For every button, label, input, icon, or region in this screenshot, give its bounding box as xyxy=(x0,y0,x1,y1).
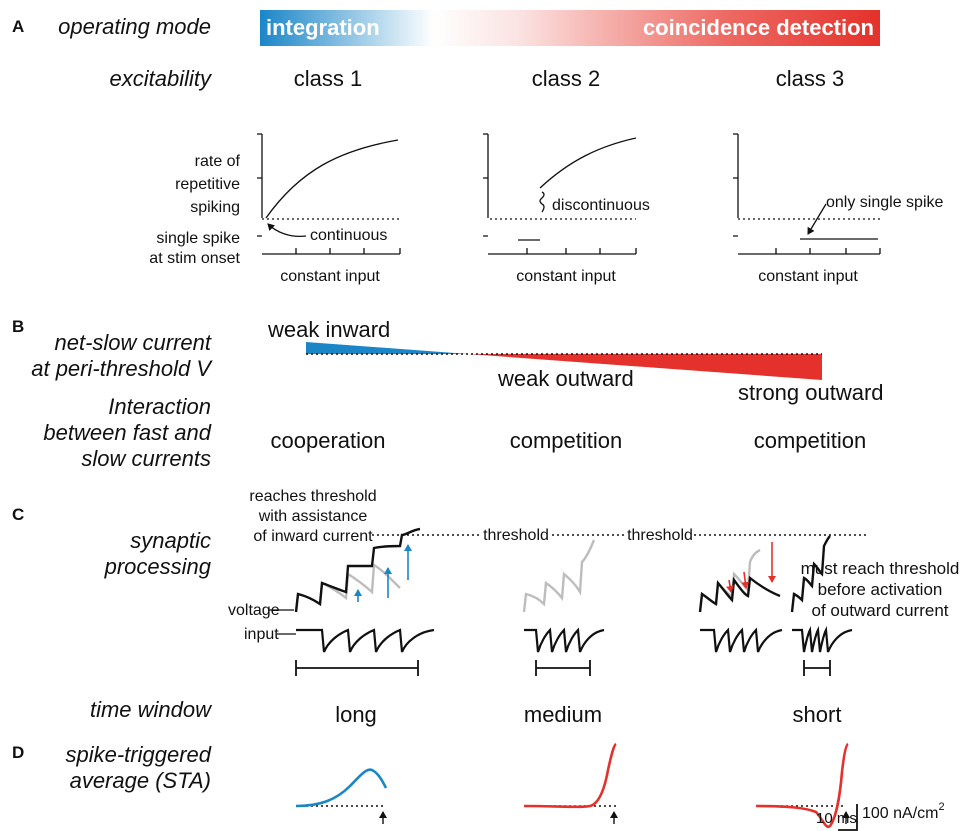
row-label-interaction-3: slow currents xyxy=(81,446,211,471)
class-3-fi-plot xyxy=(733,133,881,255)
panel-label-a: A xyxy=(12,17,24,36)
class-2-header: class 2 xyxy=(532,66,600,91)
class-2-fi-curve xyxy=(539,137,637,189)
input-traces xyxy=(296,626,853,653)
class-2-input-trace xyxy=(524,627,605,653)
must-reach-1: must reach threshold xyxy=(801,559,960,578)
class-3-failing-trace xyxy=(698,575,781,613)
time-window-long: long xyxy=(335,702,377,727)
class-2-fi-plot xyxy=(483,133,637,255)
mode-coincidence-label: coincidence detection xyxy=(643,15,874,40)
sta-scale-bar xyxy=(838,804,858,831)
sta-class-2-trace xyxy=(523,742,617,809)
interaction-class-3: competition xyxy=(754,428,867,453)
time-window-bars xyxy=(295,660,831,676)
class-3-header: class 3 xyxy=(776,66,844,91)
panel-label-c: C xyxy=(12,505,24,524)
class-3-grey-trace xyxy=(698,548,761,613)
row-label-sta-2: average (STA) xyxy=(70,768,211,793)
weak-inward-wedge xyxy=(306,342,468,354)
class-1-x-label: constant input xyxy=(280,268,380,285)
sta-class-1-trace xyxy=(295,768,388,808)
class-3-input-trace-a xyxy=(700,627,783,653)
class-3-y-axis xyxy=(733,133,739,237)
voltage-label: voltage xyxy=(228,602,280,619)
row-label-net-slow-1: net-slow current xyxy=(54,330,211,355)
reaches-threshold-1: reaches threshold xyxy=(249,488,376,505)
row-label-interaction-1: Interaction xyxy=(108,394,211,419)
sta-class-3-trace xyxy=(755,742,849,829)
class-1-voltage-traces xyxy=(294,527,421,613)
weak-inward-label: weak inward xyxy=(267,317,390,342)
mode-integration-label: integration xyxy=(266,15,380,40)
time-window-long-bar xyxy=(295,660,419,676)
time-window-medium: medium xyxy=(524,702,602,727)
y-label-single-2: at stim onset xyxy=(149,250,240,267)
class-1-x-axis xyxy=(262,248,401,255)
annotation-continuous: continuous xyxy=(310,227,387,244)
only-single-arrow xyxy=(807,203,827,235)
scale-x-label: 10 ms xyxy=(816,810,857,827)
time-window-short: short xyxy=(793,702,842,727)
row-label-synaptic-1: synaptic xyxy=(130,528,211,553)
outward-wedge xyxy=(468,354,822,380)
inward-current-arrows xyxy=(354,544,412,602)
class-2-x-label: constant input xyxy=(516,268,616,285)
row-label-net-slow-2: at peri-threshold V xyxy=(31,356,213,381)
y-label-rate-3: spiking xyxy=(190,199,240,216)
interaction-class-2: competition xyxy=(510,428,623,453)
must-reach-3: of outward current xyxy=(811,601,948,620)
class-1-suprathreshold-trace xyxy=(294,527,421,613)
panel-label-d: D xyxy=(12,743,24,762)
input-label: input xyxy=(244,626,279,643)
row-label-interaction-2: between fast and xyxy=(43,420,211,445)
outward-current-arrows xyxy=(726,542,776,593)
class-2-voltage-trace xyxy=(522,539,596,613)
class-1-fi-plot xyxy=(257,133,401,255)
row-label-time-window: time window xyxy=(90,697,213,722)
reaches-threshold-2: with assistance xyxy=(258,508,368,525)
class-3-input-trace-b xyxy=(792,626,853,653)
class-2-x-axis xyxy=(488,248,637,255)
class-1-input-trace xyxy=(296,628,435,653)
annotation-only-single: only single spike xyxy=(826,194,944,211)
spike-time-arrows xyxy=(379,811,850,824)
panel-label-b: B xyxy=(12,317,24,336)
time-window-short-bar xyxy=(803,660,831,676)
class-1-header: class 1 xyxy=(294,66,362,91)
strong-outward-label: strong outward xyxy=(738,380,884,405)
scale-y-label: 100 nA/cm2 xyxy=(862,801,945,822)
row-label-sta-1: spike-triggered xyxy=(65,742,211,767)
y-label-rate-2: repetitive xyxy=(175,176,240,193)
y-label-rate-1: rate of xyxy=(195,153,241,170)
row-label-synaptic-2: processing xyxy=(104,554,212,579)
y-label-single-1: single spike xyxy=(156,230,240,247)
time-window-medium-bar xyxy=(535,660,591,676)
discontinuous-brace xyxy=(539,191,545,213)
threshold-label-2: threshold xyxy=(627,527,693,544)
row-label-excitability: excitability xyxy=(110,66,213,91)
threshold-label-1: threshold xyxy=(483,527,549,544)
operating-mode-gradient-bar xyxy=(260,10,880,46)
class-1-y-axis xyxy=(257,133,263,237)
class-2-y-axis xyxy=(483,133,489,237)
annotation-discontinuous: discontinuous xyxy=(552,197,650,214)
class-3-x-label: constant input xyxy=(758,268,858,285)
continuous-arrow xyxy=(267,223,307,238)
class-3-x-axis xyxy=(738,248,881,255)
class-3-voltage-traces xyxy=(698,535,831,613)
must-reach-2: before activation xyxy=(818,580,943,599)
class-3-fast-trace xyxy=(790,535,831,613)
interaction-class-1: cooperation xyxy=(271,428,386,453)
reaches-threshold-3: of inward current xyxy=(253,528,373,545)
row-label-operating-mode: operating mode xyxy=(58,14,211,39)
class-1-fi-curve xyxy=(265,139,399,219)
weak-outward-label: weak outward xyxy=(497,366,634,391)
